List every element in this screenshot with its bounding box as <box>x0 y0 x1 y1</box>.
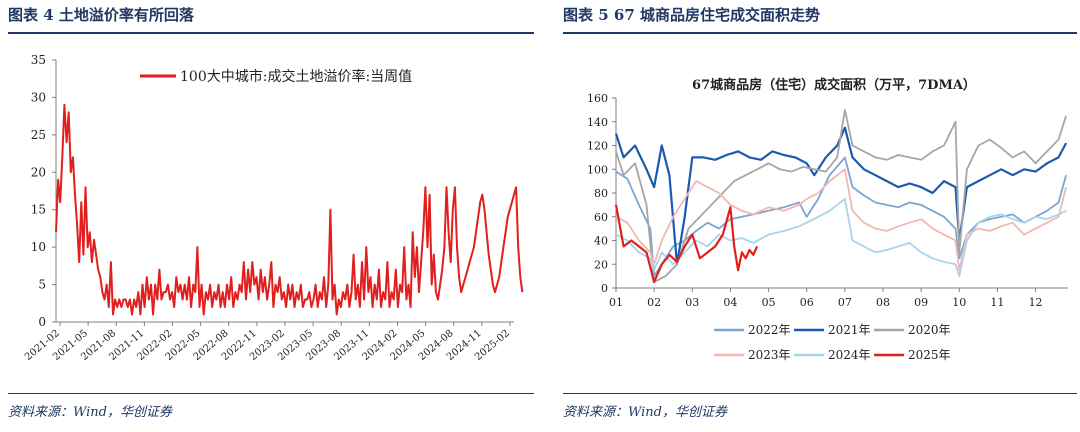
left-y-tick-label: 0 <box>38 315 46 329</box>
right-bottom-rule <box>563 393 1077 394</box>
right-top-rule <box>563 32 1077 34</box>
left-y-tick-label: 30 <box>31 90 46 104</box>
series-line-land-premium <box>55 103 524 316</box>
right-source-note: 资料来源：Wind，华创证券 <box>563 405 727 420</box>
right-y-tick-label: 80 <box>594 187 608 200</box>
right-x-tick-label: 09 <box>914 296 928 309</box>
legend-label-2021年: 2021年 <box>828 323 871 337</box>
left-y-tick-label: 5 <box>38 278 46 292</box>
legend-label-2020年: 2020年 <box>908 323 951 337</box>
right-y-tick-label: 160 <box>587 92 608 105</box>
right-y-tick-label: 20 <box>594 258 608 271</box>
right-y-tick-label: 140 <box>587 116 608 129</box>
left-y-tick-label: 10 <box>31 240 46 254</box>
legend-label-land-premium: 100大中城市:成交土地溢价率:当周值 <box>180 68 412 85</box>
right-x-tick-label: 08 <box>876 296 890 309</box>
left-y-tick-label: 15 <box>31 203 46 217</box>
right-y-tick-label: 120 <box>587 140 608 153</box>
legend-label-2023年: 2023年 <box>748 348 791 362</box>
legend-label-2022年: 2022年 <box>748 323 791 337</box>
series-line-2020年 <box>615 109 1067 284</box>
right-chart-title: 67城商品房（住宅）成交面积（万平，7DMA） <box>692 77 976 93</box>
right-y-tick-label: 60 <box>594 211 608 224</box>
left-figure-title: 图表 4 土地溢价率有所回落 <box>8 6 194 24</box>
right-figure-title: 图表 5 67 城商品房住宅成交面积走势 <box>563 6 820 24</box>
left-top-rule <box>8 32 534 34</box>
right-x-tick-label: 12 <box>1029 296 1043 309</box>
left-y-tick-label: 35 <box>31 53 46 67</box>
right-x-tick-label: 02 <box>647 296 661 309</box>
right-y-tick-label: 40 <box>594 235 608 248</box>
left-source-note: 资料来源：Wind，华创证券 <box>8 405 172 420</box>
legend-label-2024年: 2024年 <box>828 348 871 362</box>
right-y-tick-label: 100 <box>587 163 608 176</box>
right-x-tick-label: 06 <box>800 296 814 309</box>
series-line-2023年 <box>615 168 1067 272</box>
series-line-2025年 <box>614 204 759 284</box>
left-y-tick-label: 25 <box>31 128 46 142</box>
legend-label-2025年: 2025年 <box>908 348 951 362</box>
series-line-2024年 <box>615 197 1067 278</box>
right-chart: 67城商品房（住宅）成交面积（万平，7DMA） 0204060801001201… <box>587 77 1068 362</box>
right-x-tick-label: 11 <box>990 296 1004 309</box>
left-y-tick-label: 20 <box>31 165 46 179</box>
series-line-2021年 <box>614 126 1068 266</box>
right-x-tick-label: 07 <box>838 296 852 309</box>
right-x-tick-label: 05 <box>762 296 776 309</box>
right-x-tick-label: 01 <box>609 296 623 309</box>
series-line-2022年 <box>615 156 1067 278</box>
right-x-tick-label: 10 <box>952 296 966 309</box>
left-bottom-rule <box>8 393 534 394</box>
right-x-tick-label: 03 <box>685 296 699 309</box>
right-y-tick-label: 0 <box>601 282 608 295</box>
right-x-tick-label: 04 <box>723 296 737 309</box>
